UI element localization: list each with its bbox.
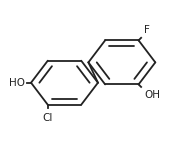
Text: OH: OH: [144, 90, 160, 100]
Text: HO: HO: [9, 78, 25, 88]
Text: Cl: Cl: [42, 113, 53, 123]
Text: F: F: [144, 25, 150, 35]
